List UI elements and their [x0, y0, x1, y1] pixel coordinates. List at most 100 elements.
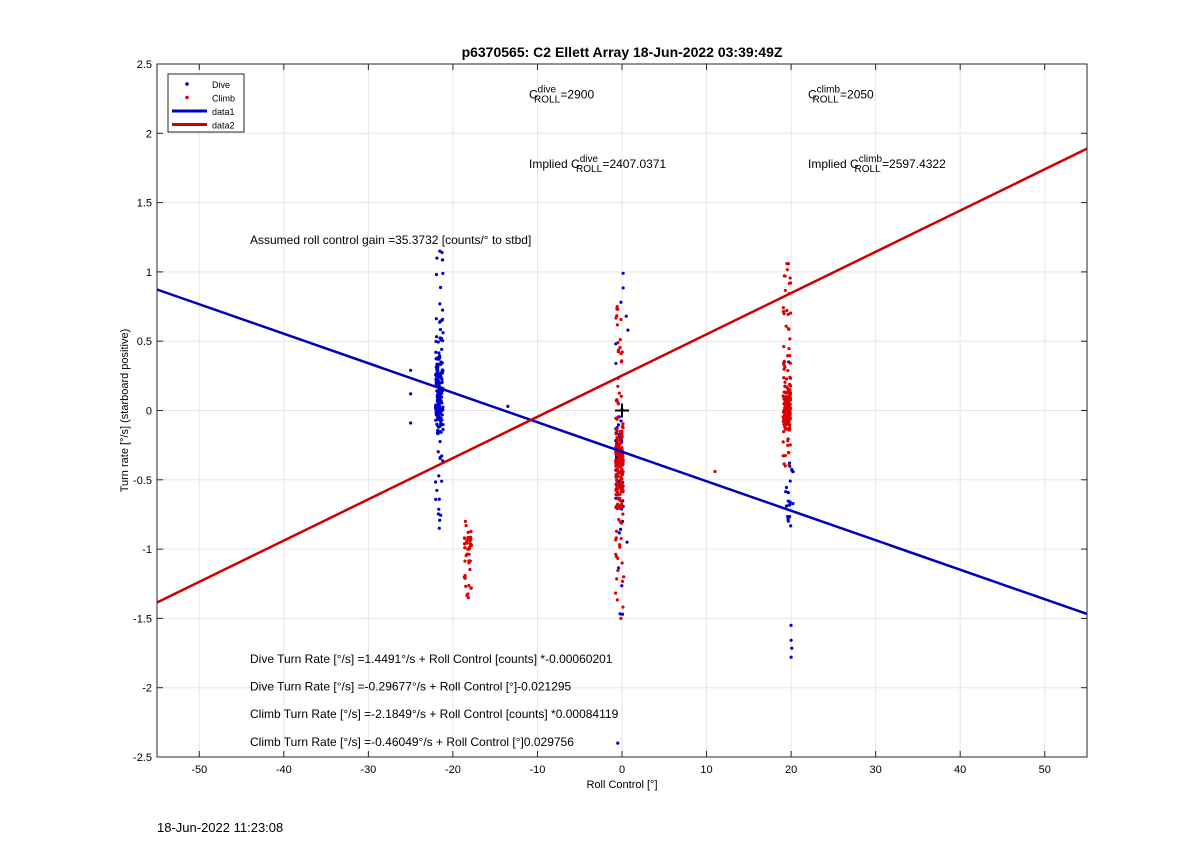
climb-point [783, 401, 787, 405]
dive-point [437, 526, 441, 530]
dive-point [625, 540, 629, 544]
dive-point [436, 416, 440, 420]
y-tick-label: 1.5 [137, 198, 152, 210]
dive-point [440, 258, 444, 262]
dive-point [436, 450, 440, 454]
climb-point [620, 483, 624, 487]
dive-point [784, 485, 789, 490]
climb-point [781, 415, 785, 419]
coefficient-text: Cclimb [808, 85, 840, 102]
climb-series [462, 261, 793, 621]
legend-label: data2 [212, 121, 235, 131]
annotation-text: Dive Turn Rate [°/s] =-0.29677°/s + Roll… [250, 679, 572, 693]
y-tick-label: 2.5 [137, 59, 152, 71]
climb-point [464, 584, 468, 588]
climb-point [621, 422, 625, 426]
climb-point [620, 579, 625, 583]
dive-point [434, 350, 438, 354]
climb-point [617, 543, 622, 547]
dive-point [620, 612, 625, 616]
x-axis-label: Roll Control [°] [586, 779, 657, 791]
dive-point [436, 390, 440, 394]
climb-point [616, 556, 620, 561]
climb-point [786, 416, 791, 420]
dive-point [618, 612, 622, 616]
dive-point [786, 518, 790, 522]
dive-point [621, 286, 625, 290]
climb-point [465, 540, 469, 544]
dive-point [434, 497, 438, 501]
dive-point [784, 504, 789, 508]
dive-point [436, 368, 440, 373]
dive-point [438, 456, 442, 460]
climb-point [614, 444, 618, 448]
climb-point [788, 396, 793, 401]
dive-point [438, 407, 443, 412]
climb-point [788, 411, 792, 415]
legend-marker-climb [185, 95, 189, 100]
legend-box [167, 73, 245, 133]
climb-point [615, 417, 619, 421]
y-tick-label: -0.5 [133, 475, 152, 487]
y-axis-label: Turn rate [°/s] (starboard positive) [119, 329, 131, 493]
legend: Dive Climb data1 data2 [167, 73, 245, 133]
dive-point [438, 418, 442, 423]
climb-point [619, 480, 623, 484]
climb-point [620, 486, 624, 491]
dive-point [438, 327, 443, 332]
climb-point [788, 405, 792, 409]
climb-point [618, 438, 622, 442]
climb-point [463, 576, 467, 580]
dive-point [790, 469, 794, 473]
climb-point [465, 593, 469, 598]
climb-point [782, 367, 786, 371]
climb-point [621, 460, 625, 464]
climb-point [616, 401, 620, 405]
climb-point [615, 474, 619, 479]
dive-point [788, 479, 792, 483]
climb-point [617, 464, 621, 468]
x-tick-label: 30 [870, 764, 882, 776]
climb-point [783, 274, 787, 278]
climb-point [784, 395, 788, 399]
dive-point [434, 411, 438, 415]
coefficient-value: =2597.4322 [882, 157, 946, 171]
dive-point [438, 285, 443, 290]
dive-point [441, 408, 445, 412]
dive-point [438, 439, 442, 444]
climb-point [789, 384, 793, 388]
climb-point [466, 530, 470, 534]
print-timestamp: 18-Jun-2022 11:23:08 [157, 820, 284, 835]
climb-point [616, 348, 621, 352]
y-tick-label: 0 [146, 406, 152, 418]
x-tick-label: -20 [445, 764, 461, 776]
dive-point [440, 371, 444, 375]
climb-point [617, 444, 621, 449]
climb-point [618, 504, 622, 508]
climb-point [787, 327, 791, 331]
dive-point [788, 500, 792, 504]
dive-point [437, 474, 441, 478]
climb-point [619, 499, 623, 503]
climb-point [618, 506, 622, 510]
climb-point [782, 345, 786, 349]
dive-point [439, 421, 443, 425]
climb-point [614, 432, 618, 436]
climb-point [788, 337, 792, 341]
climb-point [782, 412, 787, 416]
dive-point [440, 361, 444, 365]
climb-point [781, 440, 785, 444]
x-tick-label: -50 [191, 764, 207, 776]
climb-point [783, 380, 787, 384]
dive-point [434, 365, 438, 369]
dive-point [437, 404, 442, 408]
dive-point [621, 271, 625, 275]
climb-point [788, 388, 792, 392]
dive-point [616, 566, 621, 570]
climb-point [619, 536, 623, 541]
dive-point [440, 368, 444, 372]
dive-point [617, 531, 621, 535]
